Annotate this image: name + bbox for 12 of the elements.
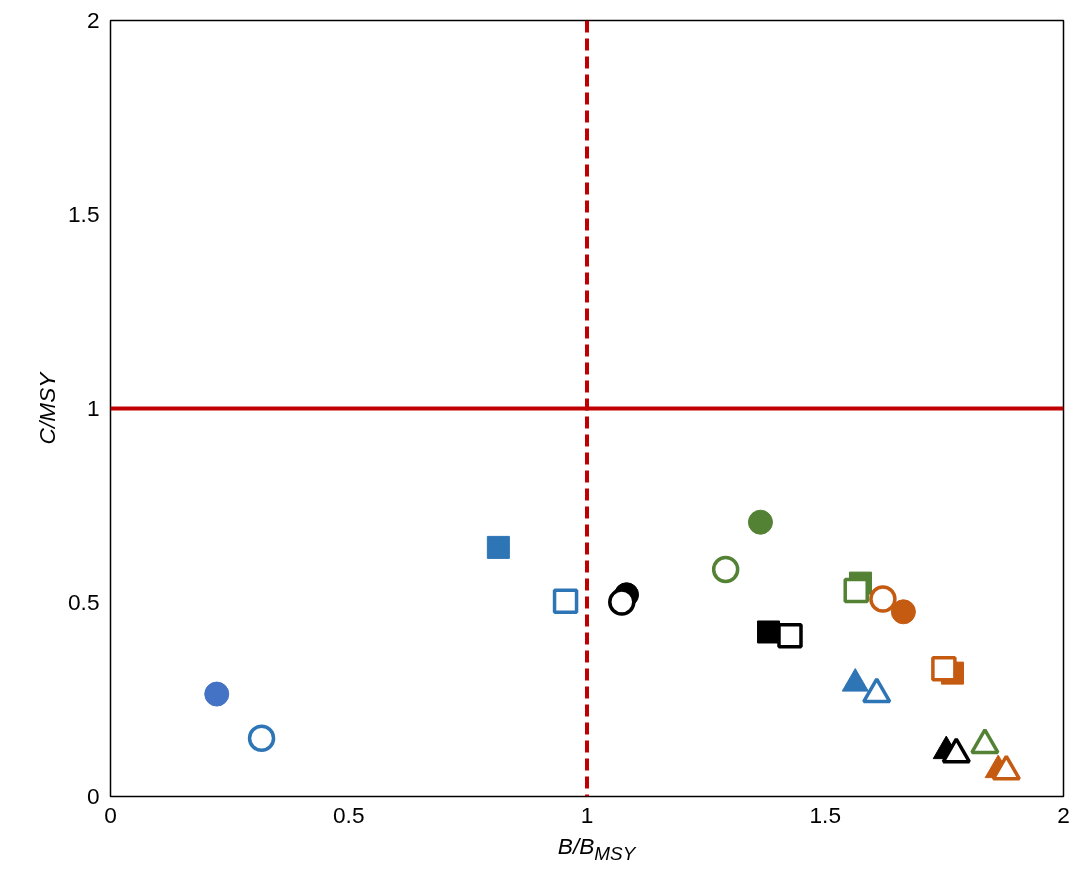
y-tick-label: 1.5 [68, 201, 100, 227]
x-tick-label: 1.5 [809, 801, 841, 828]
x-tick-label: 0 [104, 801, 117, 828]
y-tick-label: 0 [86, 783, 100, 809]
x-tick-label: 2 [1057, 801, 1070, 828]
y-tick-label: 1 [86, 395, 100, 421]
x-axis-title: B/B$_{MSY}$ [557, 832, 636, 866]
y-tick-label: 0.5 [68, 589, 100, 615]
y-tick-label: 2 [86, 7, 100, 33]
y-axis-title: C/MSY [34, 370, 60, 445]
x-tick-label: 1 [580, 801, 594, 828]
x-tick-label: 0.5 [333, 801, 365, 828]
